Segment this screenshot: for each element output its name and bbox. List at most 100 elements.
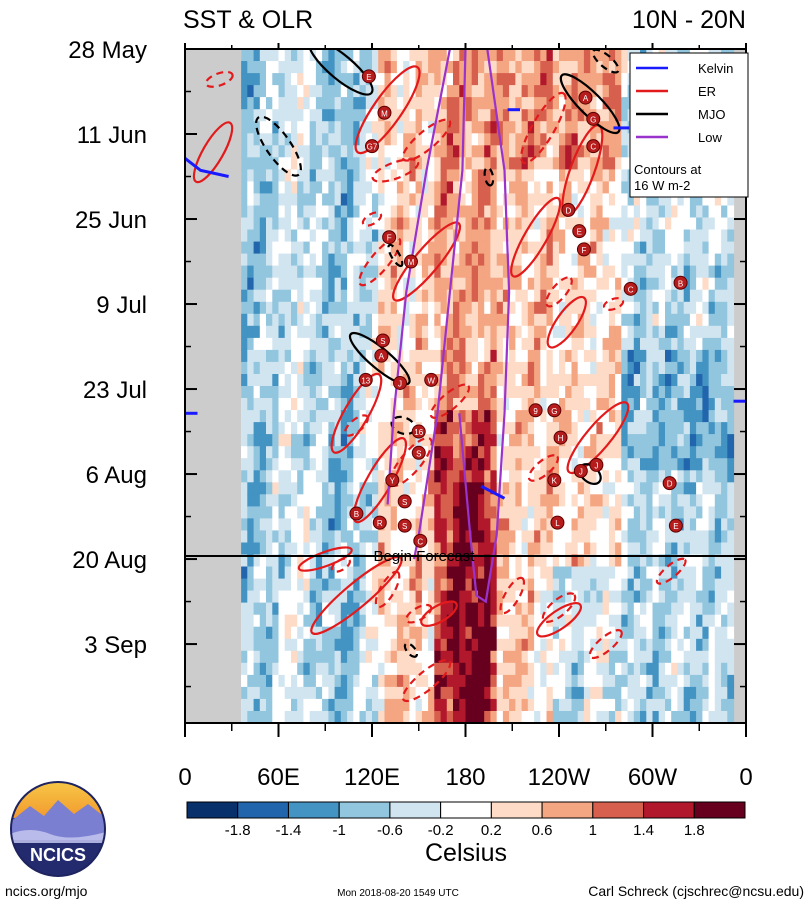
heatmap-cell	[309, 566, 317, 580]
er-contour-dashed	[655, 557, 687, 585]
heatmap-cell	[727, 217, 735, 231]
heatmap-cell	[484, 711, 491, 723]
heatmap-cell	[696, 217, 703, 231]
heatmap-cell	[590, 686, 597, 700]
heatmap-cell	[702, 205, 710, 219]
heatmap-cell	[297, 410, 304, 423]
heatmap-cell	[403, 566, 410, 580]
heatmap-cell	[608, 85, 616, 98]
heatmap-cell	[496, 229, 504, 243]
heatmap-cell	[596, 711, 604, 723]
heatmap-cell	[421, 386, 429, 399]
heatmap-cell	[272, 578, 280, 592]
heatmap-cell	[515, 530, 523, 543]
heatmap-cell	[540, 73, 548, 86]
x-tick-label: 180	[445, 764, 485, 791]
heatmap-cell	[347, 241, 354, 255]
heatmap-cell	[353, 674, 361, 688]
heatmap-cell	[652, 205, 660, 219]
heatmap-cell	[571, 518, 579, 531]
heatmap-cell	[627, 398, 635, 411]
heatmap-cell	[621, 566, 629, 580]
heatmap-cell	[596, 169, 604, 182]
heatmap-cell	[291, 398, 298, 411]
heatmap-cell	[571, 181, 579, 194]
heatmap-cell	[315, 602, 323, 616]
heatmap-cell	[496, 61, 504, 74]
heatmap-cell	[334, 109, 342, 122]
heatmap-cell	[403, 109, 410, 122]
heatmap-cell	[340, 313, 348, 327]
heatmap-cell	[446, 301, 454, 315]
heatmap-cell	[515, 446, 523, 459]
heatmap-cell	[714, 205, 722, 219]
heatmap-cell	[359, 265, 367, 279]
heatmap-cell	[396, 277, 404, 291]
heatmap-cell	[278, 49, 286, 62]
heatmap-cell	[596, 686, 604, 700]
heatmap-cell	[577, 205, 585, 219]
heatmap-cell	[665, 410, 672, 423]
heatmap-cell	[696, 241, 703, 255]
heatmap-cell	[465, 674, 473, 688]
heatmap-cell	[284, 650, 292, 664]
heatmap-cell	[322, 374, 329, 387]
heatmap-cell	[403, 205, 410, 219]
heatmap-cell	[590, 241, 597, 255]
heatmap-cell	[266, 229, 273, 243]
heatmap-cell	[266, 650, 273, 664]
heatmap-cell	[434, 205, 442, 219]
heatmap-cell	[328, 662, 336, 676]
heatmap-cell	[696, 205, 703, 219]
heatmap-cell	[559, 482, 566, 495]
heatmap-cell	[490, 638, 498, 652]
heatmap-cell	[627, 217, 635, 231]
heatmap-cell	[459, 386, 467, 399]
heatmap-cell	[515, 518, 523, 531]
heatmap-cell	[627, 494, 635, 507]
heatmap-cell	[677, 313, 685, 327]
heatmap-cell	[540, 133, 548, 146]
heatmap-cell	[596, 674, 604, 688]
heatmap-cell	[615, 482, 622, 495]
heatmap-cell	[284, 193, 292, 206]
heatmap-cell	[365, 61, 373, 74]
heatmap-cell	[577, 506, 585, 519]
heatmap-cell	[297, 626, 304, 640]
heatmap-cell	[509, 193, 516, 206]
heatmap-cell	[465, 470, 473, 483]
heatmap-cell	[552, 169, 560, 182]
heatmap-cell	[322, 494, 329, 507]
heatmap-cell	[702, 458, 710, 471]
heatmap-cell	[521, 470, 529, 483]
heatmap-cell	[409, 554, 417, 568]
heatmap-cell	[253, 97, 261, 110]
heatmap-cell	[583, 566, 591, 580]
heatmap-cell	[577, 49, 585, 62]
heatmap-cell	[546, 711, 554, 723]
heatmap-cell	[253, 85, 261, 98]
heatmap-cell	[378, 49, 385, 62]
heatmap-cell	[646, 686, 654, 700]
storm-label: D	[565, 206, 571, 215]
heatmap-cell	[384, 277, 392, 291]
heatmap-cell	[459, 229, 467, 243]
heatmap-cell	[322, 711, 329, 723]
heatmap-cell	[334, 458, 342, 471]
storm-label: 16	[414, 428, 423, 437]
heatmap-cell	[446, 49, 454, 62]
heatmap-cell	[291, 49, 298, 62]
heatmap-cell	[509, 313, 516, 327]
heatmap-cell	[484, 97, 491, 110]
heatmap-cell	[608, 662, 616, 676]
heatmap-cell	[415, 518, 423, 531]
heatmap-cell	[596, 265, 604, 279]
heatmap-cell	[471, 325, 479, 339]
heatmap-cell	[540, 277, 548, 291]
heatmap-cell	[527, 686, 535, 700]
heatmap-cell	[559, 410, 566, 423]
heatmap-cell	[496, 109, 504, 122]
heatmap-cell	[702, 361, 710, 375]
heatmap-cell	[253, 398, 261, 411]
heatmap-cell	[384, 410, 392, 423]
